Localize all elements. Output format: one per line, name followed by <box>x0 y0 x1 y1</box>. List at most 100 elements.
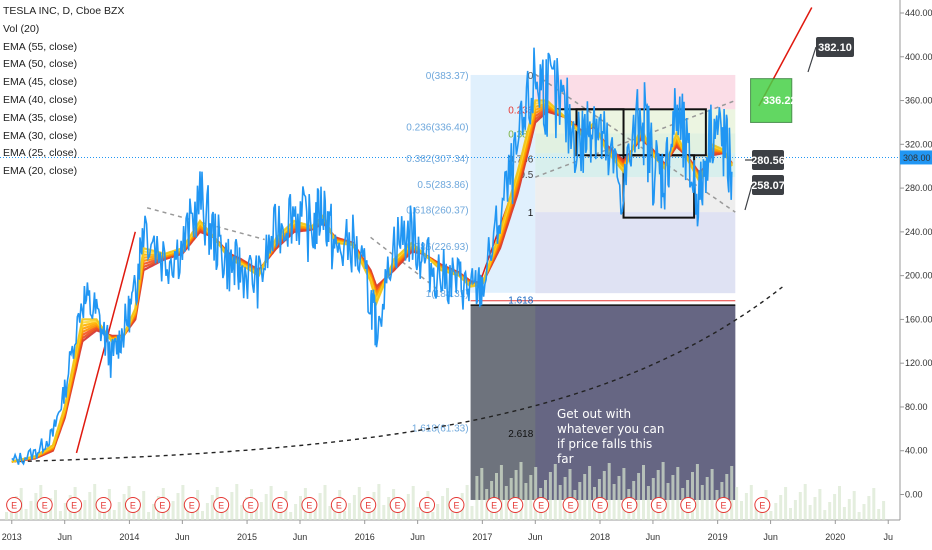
volume-bar <box>58 511 62 520</box>
earnings-marker <box>330 497 347 513</box>
volume-bar <box>823 510 827 520</box>
fib-label-left: 0(383.37) <box>426 71 469 82</box>
legend-item-ema30: EMA (30, close) <box>3 129 78 142</box>
fib-label-right: 1 <box>528 208 534 219</box>
volume-bar <box>318 493 322 520</box>
callout-25807-bg <box>752 175 784 195</box>
x-tick-label: Ju <box>883 532 893 542</box>
y-tick-label: 440.00 <box>905 8 932 18</box>
fib-label-left: 0.382(307.34) <box>406 154 468 165</box>
x-tick-label: Jun <box>410 532 425 542</box>
earnings-marker <box>360 497 377 513</box>
volume-bar <box>220 508 224 520</box>
volume-bar <box>651 478 655 520</box>
y-tick-label: 280.00 <box>905 183 932 193</box>
earnings-marker-label: E <box>424 501 430 511</box>
x-tick-label: 2018 <box>590 532 610 542</box>
volume-bar <box>122 494 126 520</box>
volume-bar <box>88 492 92 520</box>
volume-bar <box>387 497 391 520</box>
fib-label-right: 0.382 <box>508 129 533 140</box>
earnings-marker <box>621 497 638 513</box>
volume-bar <box>524 483 528 520</box>
x-tick-label: 2016 <box>355 532 375 542</box>
earnings-marker <box>562 497 579 513</box>
volume-bar <box>147 512 151 520</box>
x-tick-label: 2015 <box>237 532 257 542</box>
earnings-marker <box>154 497 171 513</box>
fib-label-left: 0.618(260.37) <box>406 206 468 217</box>
volume-bar <box>862 504 866 520</box>
fib-label-left: 0.5(283.86) <box>417 180 468 191</box>
volume-bar <box>872 488 876 520</box>
volume-bar <box>588 466 592 520</box>
volume-bar <box>583 474 587 520</box>
callout-25807: 258.07 <box>751 180 785 192</box>
earnings-marker-label: E <box>721 501 727 511</box>
volume-bar <box>607 463 611 520</box>
volume-bar <box>436 504 440 520</box>
earnings-marker-label: E <box>365 501 371 511</box>
x-tick-label: 2014 <box>119 532 139 542</box>
earnings-marker <box>66 497 83 513</box>
callout-28056-bg <box>752 150 784 170</box>
earnings-marker-label: E <box>42 501 48 511</box>
volume-bar <box>446 488 449 520</box>
x-tick-label: Jun <box>57 532 72 542</box>
volume-bar <box>406 494 410 520</box>
volume-bar <box>671 475 675 520</box>
parabolic-trend-curve <box>11 286 783 463</box>
volume-bar <box>132 507 136 520</box>
y-tick-label: 160.00 <box>905 314 932 324</box>
volume-bar <box>847 499 851 520</box>
earnings-marker <box>242 497 259 513</box>
volume-bar <box>450 509 454 520</box>
x-tick-label: Jun <box>646 532 661 542</box>
volume-bar <box>637 473 641 520</box>
price-line <box>11 47 733 466</box>
volume-bar <box>5 512 8 520</box>
volume-bar <box>769 511 773 520</box>
volume-bar <box>166 509 170 520</box>
earnings-marker-label: E <box>597 501 603 511</box>
earnings-marker-label: E <box>189 501 195 511</box>
volume-bar <box>740 501 743 520</box>
volume-bar <box>754 506 758 520</box>
earnings-marker-label: E <box>453 501 459 511</box>
annotation-note-line: whatever you can <box>557 422 665 436</box>
volume-bar <box>201 511 204 520</box>
annotation-note-line: Get out with <box>557 407 631 421</box>
volume-bar <box>558 485 562 520</box>
volume-bar <box>499 465 503 520</box>
volume-bar <box>735 487 739 520</box>
y-tick-label: 360.00 <box>905 96 932 106</box>
earnings-marker-label: E <box>336 501 342 511</box>
earnings-marker-label: E <box>306 501 312 511</box>
fib-zone-0 <box>535 74 736 110</box>
volume-bar <box>343 511 347 520</box>
y-tick-label: 240.00 <box>905 227 932 237</box>
volume-bar <box>142 491 146 520</box>
current-price-label: 308.00 <box>903 153 931 163</box>
volume-bar <box>44 506 48 520</box>
volume-bar <box>705 477 709 520</box>
fib-label-right: 0.5 <box>519 170 533 181</box>
volume-bar <box>818 489 822 520</box>
y-axis-panel <box>900 0 932 550</box>
volume-bar <box>548 472 552 520</box>
volume-bar <box>78 508 82 520</box>
earnings-marker-label: E <box>538 501 544 511</box>
volume-bar <box>171 501 175 520</box>
earnings-marker <box>650 497 667 513</box>
volume-bar <box>259 502 263 520</box>
volume-bar <box>656 470 660 520</box>
callout-25807-leader <box>744 184 753 211</box>
earnings-marker <box>680 497 697 513</box>
x-tick-label: Jun <box>763 532 778 542</box>
earnings-marker <box>272 497 288 513</box>
earnings-marker-label: E <box>71 501 77 511</box>
volume-bar <box>568 469 572 520</box>
earnings-marker-label: E <box>11 501 17 511</box>
volume-bar <box>852 491 856 520</box>
